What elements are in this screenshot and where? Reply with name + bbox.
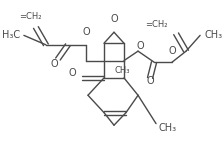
Text: =CH₂: =CH₂	[146, 20, 168, 29]
Text: CH₃: CH₃	[158, 123, 176, 133]
Text: CH₃: CH₃	[204, 30, 222, 40]
Text: H₃C: H₃C	[2, 30, 20, 40]
Text: CH₃: CH₃	[114, 66, 129, 75]
Text: O: O	[68, 68, 76, 78]
Text: O: O	[110, 14, 118, 24]
Text: O: O	[168, 46, 176, 56]
Text: O: O	[136, 41, 144, 51]
Text: =CH₂: =CH₂	[19, 12, 41, 21]
Text: O: O	[146, 76, 154, 86]
Text: O: O	[50, 59, 58, 69]
Text: O: O	[82, 27, 90, 37]
